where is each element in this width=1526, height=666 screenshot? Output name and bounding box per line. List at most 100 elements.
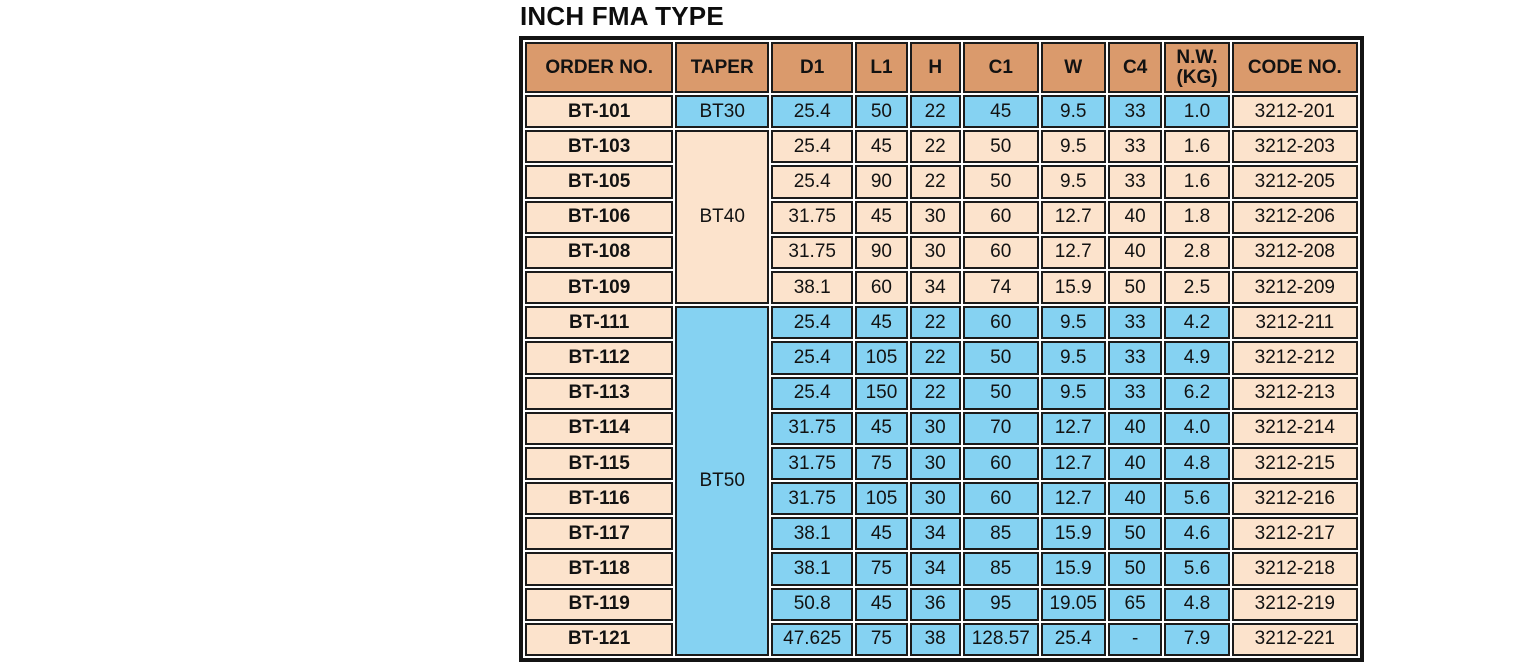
cell-nw: 1.8 (1164, 200, 1230, 234)
cell-code: 3212-206 (1231, 200, 1358, 234)
cell-c4: 33 (1107, 165, 1163, 199)
cell-h: 30 (909, 235, 961, 269)
cell-nw: 1.0 (1164, 95, 1230, 129)
cell-l1: 105 (855, 341, 908, 375)
cell-order: BT-115 (525, 446, 674, 481)
cell-l1: 75 (855, 552, 908, 586)
cell-d1: 31.75 (771, 411, 854, 445)
table-row-bt-101: BT-101 BT30 25.4 50 22 45 9.5 33 1.0 3212-201 (525, 95, 1358, 129)
cell-d1: 50.8 (771, 587, 854, 621)
cell-taper-bt40: BT40 (675, 130, 770, 305)
cell-c4: 33 (1107, 341, 1163, 375)
cell-order: BT-118 (525, 552, 674, 586)
cell-w: 9.5 (1040, 130, 1106, 164)
cell-d1: 38.1 (771, 552, 854, 586)
cell-h: 30 (909, 482, 961, 516)
cell-c1: 74 (962, 270, 1039, 305)
cell-code: 3212-212 (1231, 341, 1358, 375)
table-row-bt-117: BT-117 38.1 45 34 85 15.9 50 4.6 3212-217 (525, 517, 1358, 551)
cell-w: 15.9 (1040, 270, 1106, 305)
table-row-bt-112: BT-112 25.4 105 22 50 9.5 33 4.9 3212-212 (525, 341, 1358, 375)
cell-h: 22 (909, 376, 961, 410)
cell-c1: 50 (962, 376, 1039, 410)
cell-c4: 33 (1107, 376, 1163, 410)
cell-c4: - (1107, 622, 1163, 656)
cell-taper-bt50: BT50 (675, 306, 770, 656)
cell-d1: 25.4 (771, 306, 854, 340)
cell-nw: 6.2 (1164, 376, 1230, 410)
cell-h: 36 (909, 587, 961, 621)
table-row-bt-103: BT-103 BT40 25.4 45 22 50 9.5 33 1.6 3212-203 (525, 130, 1358, 305)
cell-d1: 31.75 (771, 446, 854, 481)
cell-order: BT-113 (525, 376, 674, 410)
cell-h: 22 (909, 95, 961, 129)
cell-d1: 25.4 (771, 341, 854, 375)
cell-h: 34 (909, 552, 961, 586)
cell-c1: 60 (962, 446, 1039, 481)
cell-code: 3212-213 (1231, 376, 1358, 410)
cell-code: 3212-215 (1231, 446, 1358, 481)
cell-c1: 60 (962, 200, 1039, 234)
cell-l1: 75 (855, 622, 908, 656)
cell-c1: 85 (962, 552, 1039, 586)
cell-c4: 33 (1107, 95, 1163, 129)
cell-code: 3212-201 (1231, 95, 1358, 129)
cell-h: 22 (909, 130, 961, 164)
col-header-taper: TAPER (675, 42, 770, 93)
page-title: INCH FMA TYPE (520, 1, 724, 31)
cell-l1: 105 (855, 482, 908, 516)
table-row-bt-111: BT-111 BT50 25.4 45 22 60 9.5 33 4.2 3212-211 (525, 306, 1358, 656)
cell-w: 12.7 (1040, 482, 1106, 516)
cell-c1: 70 (962, 411, 1039, 445)
cell-c4: 40 (1107, 482, 1163, 516)
table-row-bt-116: BT-116 31.75 105 30 60 12.7 40 5.6 3212-216 (525, 482, 1358, 516)
cell-order: BT-109 (525, 270, 674, 305)
cell-w: 9.5 (1040, 341, 1106, 375)
cell-l1: 45 (855, 130, 908, 164)
cell-d1: 25.4 (771, 130, 854, 164)
cell-w: 15.9 (1040, 552, 1106, 586)
cell-l1: 45 (855, 411, 908, 445)
cell-w: 12.7 (1040, 200, 1106, 234)
cell-order: BT-112 (525, 341, 674, 375)
cell-h: 22 (909, 165, 961, 199)
col-header-c4: C4 (1107, 42, 1163, 93)
cell-l1: 60 (855, 270, 908, 305)
table-row-bt-113: BT-113 25.4 150 22 50 9.5 33 6.2 3212-213 (525, 376, 1358, 410)
table-row-bt-118: BT-118 38.1 75 34 85 15.9 50 5.6 3212-218 (525, 552, 1358, 586)
cell-code: 3212-203 (1231, 130, 1358, 164)
cell-nw: 4.0 (1164, 411, 1230, 445)
cell-nw: 1.6 (1164, 165, 1230, 199)
cell-w: 12.7 (1040, 446, 1106, 481)
cell-d1: 31.75 (771, 235, 854, 269)
col-header-h: H (909, 42, 961, 93)
cell-l1: 90 (855, 165, 908, 199)
cell-c1: 128.57 (962, 622, 1039, 656)
cell-code: 3212-211 (1231, 306, 1358, 340)
cell-l1: 45 (855, 306, 908, 340)
cell-taper-bt30: BT30 (675, 95, 770, 129)
cell-c1: 45 (962, 95, 1039, 129)
cell-order: BT-101 (525, 95, 674, 129)
cell-d1: 47.625 (771, 622, 854, 656)
cell-l1: 45 (855, 587, 908, 621)
cell-d1: 38.1 (771, 270, 854, 305)
cell-nw: 5.6 (1164, 482, 1230, 516)
cell-c1: 60 (962, 235, 1039, 269)
cell-w: 9.5 (1040, 95, 1106, 129)
cell-c1: 95 (962, 587, 1039, 621)
cell-code: 3212-208 (1231, 235, 1358, 269)
cell-c1: 50 (962, 165, 1039, 199)
cell-order: BT-108 (525, 235, 674, 269)
cell-order: BT-106 (525, 200, 674, 234)
cell-c1: 85 (962, 517, 1039, 551)
cell-order: BT-111 (525, 306, 674, 340)
cell-nw: 4.8 (1164, 446, 1230, 481)
cell-order: BT-116 (525, 482, 674, 516)
cell-d1: 31.75 (771, 200, 854, 234)
cell-nw: 4.6 (1164, 517, 1230, 551)
cell-c4: 65 (1107, 587, 1163, 621)
cell-order: BT-105 (525, 165, 674, 199)
cell-c1: 50 (962, 130, 1039, 164)
cell-h: 30 (909, 200, 961, 234)
